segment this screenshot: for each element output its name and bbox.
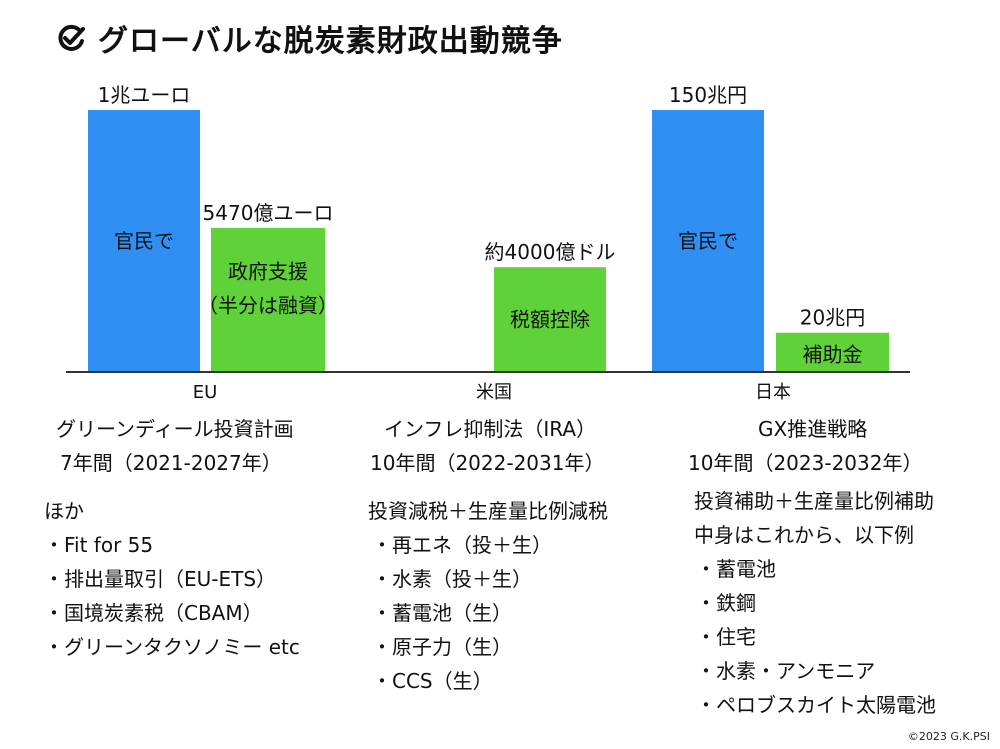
us-plan-period: 10年間（2022-2031年） bbox=[370, 451, 605, 475]
eu-others-block: ほか ・Fit for 55 ・排出量取引（EU-ETS） ・国境炭素税（CBA… bbox=[44, 494, 300, 664]
list-item: ・住宅 bbox=[696, 625, 756, 649]
check-circle-icon bbox=[58, 24, 85, 51]
bar bbox=[776, 332, 889, 372]
bar-value-label: 1兆ユーロ bbox=[98, 83, 191, 107]
bar-value-label: 約4000億ドル bbox=[485, 240, 616, 264]
jp-plan-name: GX推進戦略 bbox=[758, 417, 868, 441]
jp-measures-block: 投資補助＋生産量比例補助 中身はこれから、以下例 ・蓄電池 ・鉄鋼 ・住宅 ・水… bbox=[694, 484, 936, 722]
eu-plan-block: グリーンディール投資計画 7年間（2021-2027年） bbox=[56, 412, 294, 480]
bar bbox=[88, 110, 200, 372]
bar-value-label: 20兆円 bbox=[800, 306, 865, 330]
bar bbox=[211, 227, 325, 372]
bar-inside-label: 税額控除 bbox=[510, 308, 590, 332]
bar-inside-label: 政府支援 bbox=[228, 259, 308, 283]
bar-value-label: 5470億ユーロ bbox=[203, 201, 334, 225]
list-item: ・グリーンタクソノミー etc bbox=[44, 635, 300, 659]
list-item: ・排出量取引（EU-ETS） bbox=[44, 567, 277, 591]
jp-note: 中身はこれから、以下例 bbox=[694, 523, 914, 547]
list-item: ・国境炭素税（CBAM） bbox=[44, 601, 263, 625]
category-label: 米国 bbox=[476, 382, 512, 403]
eu-plan-period: 7年間（2021-2027年） bbox=[60, 451, 282, 475]
bar-value-label: 150兆円 bbox=[669, 83, 747, 107]
us-measures-block: 投資減税＋生産量比例減税 ・再エネ（投＋生） ・水素（投＋生） ・蓄電池（生） … bbox=[368, 494, 608, 698]
us-plan-name: インフレ抑制法（IRA） bbox=[384, 417, 597, 441]
bar-inside-label: 官民で bbox=[114, 229, 174, 253]
category-label: 日本 bbox=[755, 382, 791, 403]
list-item: ・ペロブスカイト太陽電池 bbox=[696, 693, 936, 717]
bar bbox=[652, 110, 764, 372]
list-item: ・蓄電池 bbox=[696, 557, 776, 581]
bar-inside-label: 官民で bbox=[678, 229, 738, 253]
eu-others-label: ほか bbox=[44, 499, 84, 523]
copyright: ©2023 G.K.PSI bbox=[907, 730, 990, 743]
jp-summary: 投資補助＋生産量比例補助 bbox=[694, 489, 934, 513]
list-item: ・水素（投＋生） bbox=[372, 567, 532, 591]
title-row: グローバルな脱炭素財政出動競争 bbox=[56, 16, 563, 60]
page-title: グローバルな脱炭素財政出動競争 bbox=[98, 24, 563, 59]
bar bbox=[494, 267, 606, 372]
us-plan-block: インフレ抑制法（IRA） 10年間（2022-2031年） bbox=[370, 412, 604, 480]
jp-plan-block: GX推進戦略 10年間（2023-2032年） bbox=[688, 412, 922, 480]
list-item: ・鉄鋼 bbox=[696, 591, 756, 615]
list-item: ・CCS（生） bbox=[372, 669, 493, 693]
list-item: ・Fit for 55 bbox=[44, 533, 154, 557]
eu-plan-name: グリーンディール投資計画 bbox=[56, 417, 294, 441]
list-item: ・原子力（生） bbox=[372, 635, 512, 659]
list-item: ・再エネ（投＋生） bbox=[372, 533, 552, 557]
us-summary: 投資減税＋生産量比例減税 bbox=[368, 499, 608, 523]
bar-inside-label: （半分は融資） bbox=[198, 293, 338, 317]
jp-plan-period: 10年間（2023-2032年） bbox=[688, 451, 923, 475]
bar-inside-label: 補助金 bbox=[803, 342, 863, 366]
category-label: EU bbox=[193, 382, 218, 403]
list-item: ・蓄電池（生） bbox=[372, 601, 512, 625]
list-item: ・水素・アンモニア bbox=[696, 659, 876, 683]
